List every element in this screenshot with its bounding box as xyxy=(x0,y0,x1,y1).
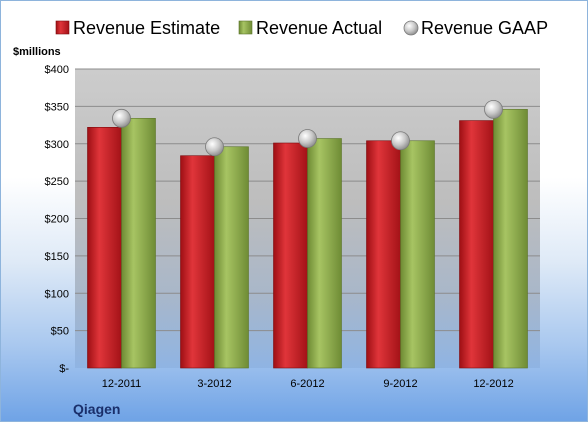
actual-bar xyxy=(214,146,249,369)
y-tick-label: $100 xyxy=(45,288,69,300)
y-tick-label: $- xyxy=(59,363,69,375)
estimate-bar xyxy=(366,140,401,369)
legend-swatch xyxy=(55,20,70,35)
y-tick-label: $400 xyxy=(45,64,69,76)
y-tick-label: $150 xyxy=(45,251,69,263)
legend: Revenue Estimate Revenue Actual Revenue GA… xyxy=(55,18,548,38)
actual-bar xyxy=(400,140,435,369)
x-tick-label: 12-2011 xyxy=(102,378,142,390)
estimate-bar xyxy=(87,127,122,369)
y-tick-label: $300 xyxy=(45,139,69,151)
estimate-bar xyxy=(459,120,494,369)
legend-label: Revenue GAAP xyxy=(421,18,548,38)
x-tick-label: 6-2012 xyxy=(290,378,324,390)
x-tick-label: 12-2012 xyxy=(473,378,513,390)
company-label: Qiagen xyxy=(73,401,120,417)
y-tick-label: $250 xyxy=(45,176,69,188)
x-tick-label: 3-2012 xyxy=(197,378,231,390)
gaap-markers xyxy=(112,99,503,157)
y-tick-label: $50 xyxy=(51,326,69,338)
gaap-marker xyxy=(112,108,131,128)
actual-bar xyxy=(121,118,156,369)
x-axis: 12-2011 3-2012 6-2012 9-2012 12-2012 xyxy=(102,378,514,390)
bars xyxy=(87,109,528,369)
legend-label: Revenue Estimate xyxy=(73,18,220,38)
unit-label: $millions xyxy=(13,46,61,58)
actual-bar xyxy=(493,109,528,369)
gaap-marker xyxy=(391,131,410,151)
gaap-marker xyxy=(205,137,224,157)
estimate-bar xyxy=(180,155,215,369)
actual-bar xyxy=(307,138,342,369)
y-tick-label: $200 xyxy=(45,214,69,226)
estimate-bar xyxy=(273,142,308,369)
y-tick-label: $350 xyxy=(45,101,69,113)
legend-label: Revenue Actual xyxy=(256,18,382,38)
y-axis: $- $50 $100 $150 $200 $250 $300 $350 $400 xyxy=(45,64,70,375)
gaap-marker xyxy=(298,129,317,148)
legend-marker xyxy=(403,20,419,36)
legend-swatch xyxy=(238,20,253,35)
x-tick-label: 9-2012 xyxy=(383,378,417,390)
gaap-marker xyxy=(484,99,503,119)
